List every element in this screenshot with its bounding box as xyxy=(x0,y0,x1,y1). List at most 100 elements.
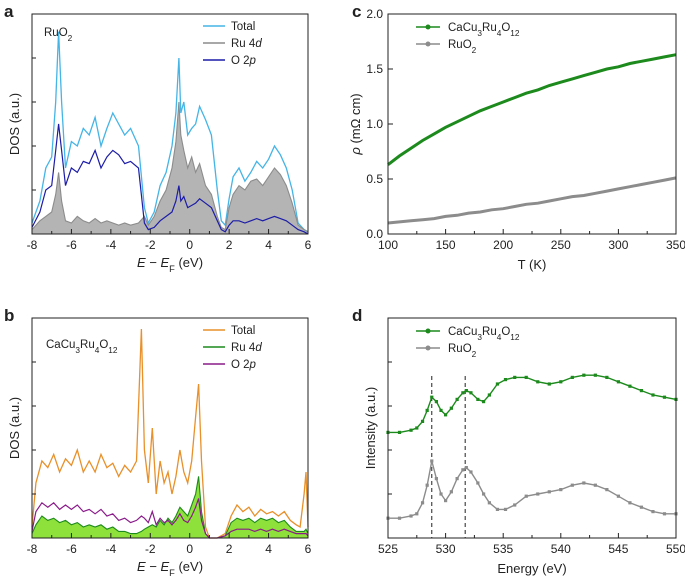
panel-letter: a xyxy=(4,2,14,21)
x-tick-label: 550 xyxy=(666,542,685,556)
inset-label-part: RuO xyxy=(44,27,68,39)
data-point xyxy=(420,419,425,423)
data-point xyxy=(616,380,620,384)
plot-frame xyxy=(31,317,309,539)
y-axis-label-part: (mΩ cm) xyxy=(348,93,363,147)
legend-label: CaCu3Ru4O12 xyxy=(448,326,520,342)
x-tick-label: 4 xyxy=(265,238,272,252)
y-axis-label: Intensity (a.u.) xyxy=(363,387,378,469)
x-axis-label-part: F xyxy=(169,264,175,274)
data-point xyxy=(461,391,465,395)
x-axis-label: E − EF (eV) xyxy=(137,559,203,578)
x-tick-label: 545 xyxy=(608,542,628,556)
x-tick-label: 4 xyxy=(265,542,272,556)
legend-label-part: CaCu xyxy=(448,326,477,338)
data-point xyxy=(420,501,425,505)
data-point xyxy=(495,507,500,511)
legend-label-part: Ru xyxy=(482,22,497,34)
legend-label-part: 12 xyxy=(510,29,520,38)
x-tick-label: 2 xyxy=(226,238,233,252)
data-point xyxy=(415,426,419,430)
legend-label-part: CaCu xyxy=(448,22,477,34)
data-point xyxy=(469,470,473,474)
x-tick-label: -4 xyxy=(106,542,117,556)
data-point xyxy=(559,380,563,384)
x-tick-label: 525 xyxy=(378,542,398,556)
legend-label-part: 2 xyxy=(243,55,249,67)
data-point xyxy=(397,430,402,434)
legend-label-part: 4 xyxy=(249,38,256,50)
legend-label-part: RuO xyxy=(448,39,472,51)
data-point xyxy=(547,490,551,494)
y-axis-label: DOS (a.u.) xyxy=(7,397,22,459)
y-tick-label: 1.5 xyxy=(366,62,383,76)
legend-label-part: 4 xyxy=(249,342,256,354)
data-point xyxy=(409,428,413,432)
data-point xyxy=(582,481,586,485)
data-point xyxy=(651,510,655,514)
data-point xyxy=(503,507,508,511)
legend-label-part: O xyxy=(231,55,243,67)
data-point xyxy=(439,408,443,412)
data-point xyxy=(605,375,609,379)
data-point xyxy=(662,512,667,516)
x-axis-label: T (K) xyxy=(518,257,547,272)
legend-label: CaCu3Ru4O12 xyxy=(448,22,520,38)
data-point xyxy=(651,393,655,397)
series-ru4d-line xyxy=(31,101,309,233)
x-tick-label: -6 xyxy=(66,238,77,252)
data-point xyxy=(444,499,448,503)
legend-label-part: Ru xyxy=(231,342,249,354)
legend-label-part: 3 xyxy=(477,333,482,342)
series-o2p-line xyxy=(31,498,309,539)
resistivity-panel: 100 150 200 250 300 350 0.0 0.5 1.0 1.5 2.0 c CaCu3R… xyxy=(348,2,685,272)
data-point xyxy=(430,459,434,463)
series-line-RuO2 xyxy=(387,176,677,225)
data-point xyxy=(593,483,597,487)
legend-label-part: 3 xyxy=(477,29,482,38)
x-tick-label: -2 xyxy=(145,238,156,252)
x-tick-label: 100 xyxy=(378,238,398,252)
series-ru4d-line xyxy=(31,476,309,539)
x-tick-label: 2 xyxy=(226,542,233,556)
x-axis-label-part: (eV) xyxy=(175,255,203,270)
data-point xyxy=(430,395,434,399)
data-point xyxy=(461,468,465,472)
data-point xyxy=(662,395,667,399)
data-point xyxy=(464,466,468,470)
inset-label-part: 3 xyxy=(75,346,80,355)
data-point xyxy=(449,406,453,410)
series-line xyxy=(388,460,676,519)
inset-label-part: O xyxy=(99,339,108,351)
data-point xyxy=(487,501,491,505)
panel-letter: d xyxy=(352,306,362,325)
legend-label: O 2p xyxy=(231,359,257,371)
x-tick-label: 6 xyxy=(305,238,312,252)
legend-label: RuO2 xyxy=(448,343,477,359)
data-point xyxy=(409,514,413,518)
x-tick-label: -4 xyxy=(106,238,117,252)
xas-panel: 525 530 535 540 545 550dCaCu3Ru4O12RuO2Energy… xyxy=(352,306,685,576)
x-tick-label: -2 xyxy=(145,542,156,556)
data-point xyxy=(444,413,448,417)
x-tick-label: 200 xyxy=(493,238,513,252)
x-tick-label: 540 xyxy=(551,542,571,556)
series-total-line xyxy=(31,328,309,539)
data-point xyxy=(482,400,486,404)
x-tick-label: 535 xyxy=(493,542,513,556)
legend-label-part: 12 xyxy=(510,333,520,342)
legend-label: RuO2 xyxy=(448,39,477,55)
data-point xyxy=(524,494,528,498)
data-point xyxy=(455,397,459,401)
x-tick-label: 300 xyxy=(608,238,628,252)
data-point xyxy=(434,400,438,404)
inset-label-part: 2 xyxy=(68,34,73,43)
x-tick-label: 6 xyxy=(305,542,312,556)
y-tick-label: 1.0 xyxy=(366,117,383,131)
x-axis-label: E − EF (eV) xyxy=(137,255,203,274)
x-tick-label: 350 xyxy=(666,238,685,252)
data-point xyxy=(570,375,574,379)
series-ru4d-area xyxy=(32,476,308,538)
plot-frame xyxy=(387,13,677,235)
